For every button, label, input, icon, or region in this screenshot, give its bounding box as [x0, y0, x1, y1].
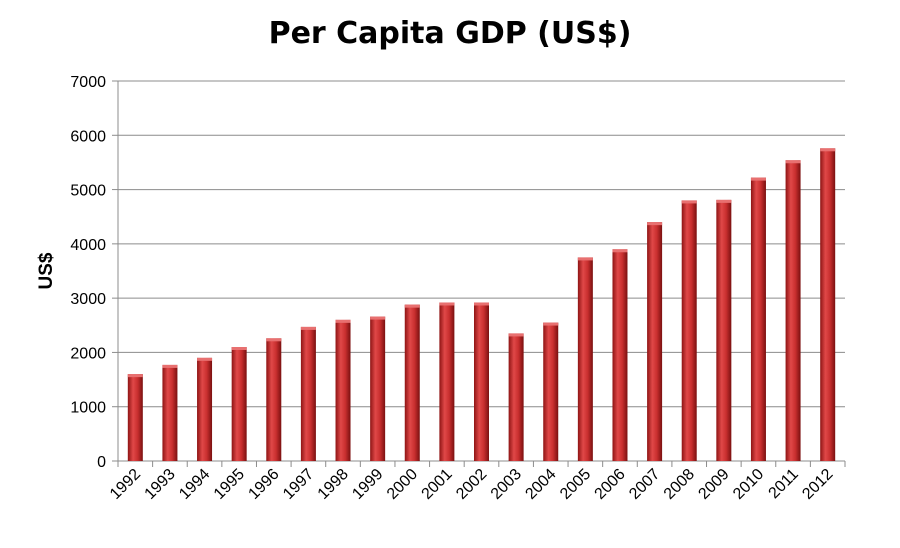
- bar: [231, 347, 247, 461]
- bar-top: [543, 322, 559, 326]
- bar-top: [681, 200, 697, 204]
- bar: [335, 319, 351, 461]
- x-tick-label: 2012: [799, 466, 836, 503]
- bar-top: [370, 316, 386, 320]
- x-tick-label: 1994: [176, 466, 213, 503]
- x-tick-label: 1996: [245, 466, 282, 503]
- y-tick-label: 1000: [70, 400, 106, 417]
- bar: [716, 199, 732, 461]
- x-tick-label: 1998: [315, 466, 352, 503]
- x-tick-label: 1993: [142, 466, 179, 503]
- chart-title: Per Capita GDP (US$): [268, 16, 632, 51]
- bar-top: [508, 333, 524, 337]
- bar: [127, 374, 143, 461]
- y-tick-label: 7000: [70, 74, 106, 91]
- x-tick-label: 2002: [453, 466, 490, 503]
- y-tick-label: 3000: [70, 291, 106, 308]
- bar: [370, 316, 386, 461]
- bar-top: [785, 160, 801, 164]
- x-tick-label: 2004: [522, 466, 559, 503]
- bar-top: [750, 177, 766, 181]
- bar-top: [127, 374, 143, 378]
- y-tick-label: 2000: [70, 345, 106, 362]
- bar: [404, 304, 420, 461]
- bar-top: [612, 249, 628, 253]
- x-tick-label: 2001: [419, 466, 456, 503]
- bar-top: [439, 302, 455, 306]
- x-tick-label: 1992: [107, 466, 144, 503]
- bar: [543, 322, 559, 461]
- bar: [197, 357, 213, 461]
- bar-top: [577, 257, 593, 261]
- bar-top: [647, 222, 663, 226]
- x-tick-label: 2011: [766, 466, 802, 502]
- x-tick-label: 1995: [211, 466, 248, 503]
- bar: [300, 326, 316, 461]
- bar-top: [716, 199, 732, 203]
- y-axis-label: US$: [36, 252, 57, 289]
- bar: [785, 160, 801, 461]
- bar-top: [162, 364, 178, 368]
- x-tick-label: 2008: [661, 466, 698, 503]
- bar: [750, 177, 766, 461]
- bar-top: [474, 302, 489, 306]
- bar: [439, 302, 455, 461]
- x-tick-label: 2003: [488, 466, 525, 503]
- x-tick-label: 1999: [349, 466, 386, 503]
- bar: [820, 148, 836, 462]
- x-tick-label: 2009: [695, 466, 732, 503]
- bar: [266, 338, 282, 461]
- x-tick-label: 2005: [557, 466, 594, 503]
- x-tick-label: 2000: [384, 466, 421, 503]
- bar: [162, 364, 178, 461]
- bar-top: [197, 357, 213, 361]
- x-tick-label: 1997: [280, 466, 317, 503]
- bar: [612, 249, 628, 461]
- x-tick-label: 2007: [626, 466, 663, 503]
- bar: [577, 257, 593, 461]
- x-tick-label: 2006: [592, 466, 629, 503]
- bar-top: [266, 338, 282, 342]
- bar: [647, 222, 663, 461]
- y-tick-label: 5000: [70, 183, 106, 200]
- bar: [508, 333, 524, 461]
- bar-top: [335, 319, 351, 323]
- bar-top: [820, 148, 836, 152]
- y-tick-label: 4000: [70, 237, 106, 254]
- bar: [474, 302, 489, 461]
- bar-top: [404, 304, 420, 308]
- x-tick-label: 2010: [730, 466, 767, 503]
- bar: [681, 200, 697, 461]
- y-tick-label: 0: [97, 454, 106, 471]
- y-tick-label: 6000: [70, 128, 106, 145]
- bar-top: [231, 347, 247, 350]
- bar-top: [300, 326, 316, 330]
